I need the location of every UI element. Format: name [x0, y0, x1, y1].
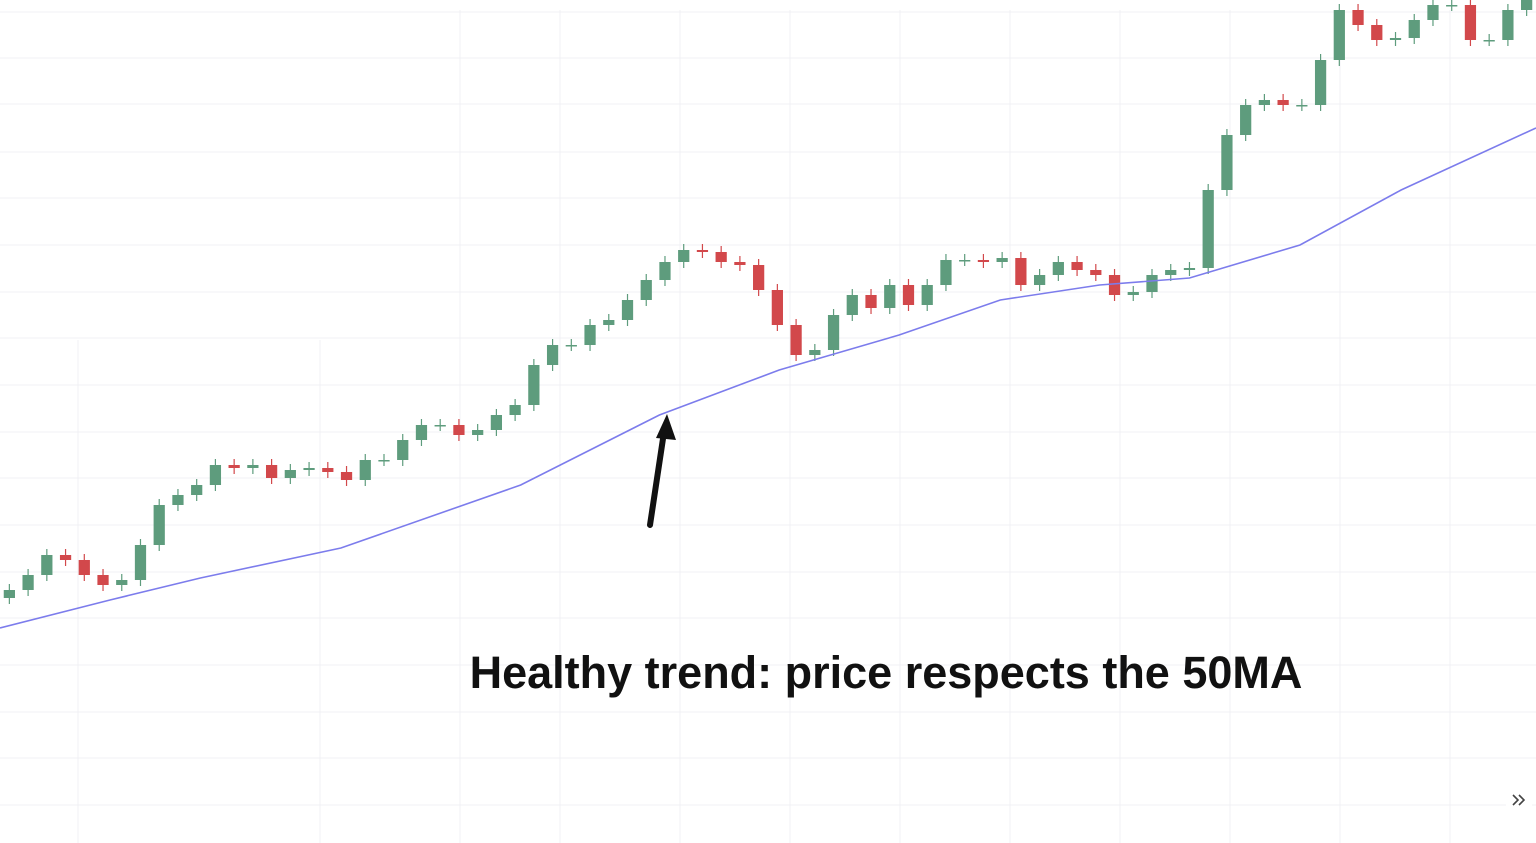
- candle-body: [1183, 268, 1196, 270]
- candle-body: [753, 265, 765, 290]
- scroll-button[interactable]: [1505, 786, 1533, 814]
- candle-body: [1521, 0, 1533, 10]
- candle-body: [584, 325, 596, 345]
- candle-body: [1052, 262, 1064, 275]
- candle-body: [172, 495, 184, 505]
- candle-body: [41, 555, 53, 575]
- candle-body: [1389, 38, 1402, 40]
- candle-body: [621, 300, 634, 320]
- candle-body: [378, 460, 390, 462]
- candle-body: [191, 485, 203, 495]
- candle-body: [265, 465, 278, 478]
- candle-body: [809, 350, 821, 355]
- candle-body: [509, 405, 521, 415]
- candle-body: [921, 285, 933, 305]
- candle-body: [977, 260, 990, 262]
- candle-body: [397, 440, 409, 460]
- candle-body: [284, 470, 296, 478]
- candle-body: [1352, 10, 1364, 25]
- candle-body: [1165, 270, 1177, 275]
- moving-average: [0, 127, 1536, 629]
- candle-body: [415, 425, 428, 440]
- candle-body: [678, 250, 690, 262]
- candle-body: [209, 465, 222, 485]
- candle-body: [1502, 10, 1514, 40]
- candle-body: [303, 468, 315, 470]
- candle-body: [865, 295, 877, 308]
- candle-body: [78, 560, 90, 575]
- candle-body: [153, 505, 165, 545]
- annotation: Healthy trend: price respects the 50MA: [470, 647, 1303, 698]
- candle-body: [1314, 60, 1327, 105]
- candle-body: [1015, 258, 1027, 285]
- candle-body: [434, 425, 446, 427]
- candle-body: [959, 260, 971, 262]
- candle-body: [846, 295, 858, 315]
- candle-body: [1446, 5, 1458, 7]
- candle-body: [1202, 190, 1214, 268]
- candle-body: [1464, 5, 1477, 40]
- candle-body: [228, 465, 240, 468]
- candle-body: [1071, 262, 1083, 270]
- candle-body: [1258, 100, 1271, 105]
- candle-body: [59, 555, 72, 560]
- candle-body: [322, 468, 334, 472]
- candle-body: [1090, 270, 1102, 275]
- grid: [0, 10, 1536, 843]
- candle-body: [1408, 20, 1420, 38]
- candle-body: [97, 575, 109, 585]
- candle-body: [1108, 275, 1121, 295]
- candle-body: [490, 415, 503, 430]
- candle-body: [1296, 105, 1308, 107]
- candle-body: [827, 315, 840, 350]
- candle-body: [1333, 10, 1345, 60]
- arrow: [647, 414, 676, 528]
- candle-body: [1371, 25, 1383, 40]
- candle-body: [902, 285, 915, 305]
- candle-body: [1427, 5, 1439, 20]
- candle-body: [340, 472, 353, 480]
- candle-body: [696, 250, 709, 252]
- candle-body: [134, 545, 147, 580]
- candle-body: [715, 252, 727, 262]
- candle-body: [996, 258, 1008, 262]
- plot: [0, 0, 1536, 629]
- candle-body: [3, 590, 15, 598]
- candle-body: [528, 365, 540, 405]
- candle-body: [565, 345, 577, 347]
- candle-body: [1483, 40, 1495, 42]
- candle-body: [734, 262, 746, 265]
- candle-body: [771, 290, 783, 325]
- candle-body: [640, 280, 652, 300]
- candle-body: [940, 260, 952, 285]
- candle-body: [790, 325, 802, 355]
- candle-body: [359, 460, 371, 480]
- candle-body: [116, 580, 128, 585]
- candle-body: [1033, 275, 1046, 285]
- candle-body: [1127, 292, 1139, 295]
- candle-body: [659, 262, 671, 280]
- candle-body: [453, 425, 465, 435]
- candle-body: [247, 465, 259, 468]
- candle-body: [1277, 100, 1289, 105]
- candle-body: [603, 320, 615, 325]
- candle-body: [1240, 105, 1252, 135]
- candle-body: [472, 430, 484, 435]
- candle-body: [1221, 135, 1233, 190]
- candle-body: [884, 285, 896, 308]
- candle-body: [22, 575, 34, 590]
- candle-body: [1146, 275, 1158, 292]
- candle-body: [546, 345, 559, 365]
